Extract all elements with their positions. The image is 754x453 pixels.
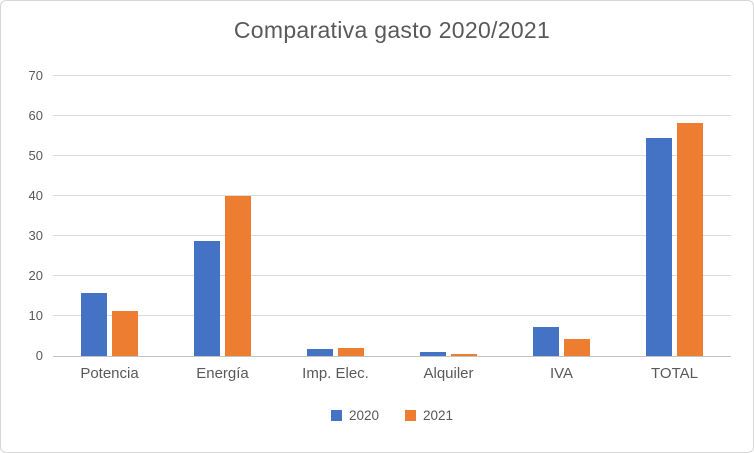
bar-2020-iva bbox=[533, 326, 559, 356]
x-tick-label-iva: IVA bbox=[549, 365, 574, 382]
legend-label-2021: 2021 bbox=[423, 408, 454, 423]
x-axis: Potencia Energía Imp. Elec. Alquiler IVA TOTA… bbox=[53, 365, 731, 382]
x-tick-label-energ-a: Energía bbox=[196, 365, 249, 382]
bar-2021-energ-a bbox=[225, 196, 251, 356]
bar-2021-potencia bbox=[112, 310, 138, 356]
gridline-y-30 bbox=[53, 235, 731, 236]
bar-2021-imp-elec- bbox=[338, 347, 364, 356]
bar-2020-energ-a bbox=[194, 240, 220, 356]
bar-2020-alquiler bbox=[420, 352, 446, 356]
bar-2021-iva bbox=[564, 339, 590, 356]
bar-2021-total bbox=[677, 123, 703, 356]
bar-2021-alquiler bbox=[451, 353, 477, 356]
y-tick-label-20: 20 bbox=[28, 268, 43, 283]
bar-2020-potencia bbox=[81, 293, 107, 356]
legend-label-2020: 2020 bbox=[348, 408, 379, 423]
x-tick-label-potencia: Potencia bbox=[80, 365, 139, 382]
bar-2020-total bbox=[646, 138, 672, 356]
bar-2020-imp-elec- bbox=[307, 348, 333, 356]
gridline-y-0 bbox=[53, 356, 731, 357]
gridline-y-20 bbox=[53, 275, 731, 276]
y-tick-label-60: 60 bbox=[28, 108, 43, 123]
y-tick-label-70: 70 bbox=[28, 68, 43, 83]
legend: 2020 2021 bbox=[53, 408, 731, 423]
gridline-y-50 bbox=[53, 155, 731, 156]
gridline-y-10 bbox=[53, 315, 731, 316]
y-tick-label-30: 30 bbox=[28, 228, 43, 243]
y-tick-label-40: 40 bbox=[28, 188, 43, 203]
legend-swatch-2020 bbox=[330, 410, 342, 421]
x-tick-label-imp-elec-: Imp. Elec. bbox=[302, 365, 369, 382]
x-tick-label-alquiler: Alquiler bbox=[423, 365, 474, 382]
legend-item-2020: 2020 bbox=[330, 408, 379, 423]
legend-swatch-2021 bbox=[405, 410, 416, 421]
gridline-y-70 bbox=[53, 75, 731, 76]
gridline-y-60 bbox=[53, 115, 731, 116]
gridline-y-40 bbox=[53, 195, 731, 196]
legend-item-2021: 2021 bbox=[405, 408, 453, 423]
y-tick-label-0: 0 bbox=[35, 348, 43, 363]
x-tick-label-total: TOTAL bbox=[651, 365, 698, 382]
y-tick-label-10: 10 bbox=[28, 308, 43, 323]
y-tick-label-50: 50 bbox=[28, 148, 43, 163]
chart-title: Comparativa gasto 2020/2021 bbox=[233, 17, 551, 43]
plot-area bbox=[53, 75, 731, 357]
